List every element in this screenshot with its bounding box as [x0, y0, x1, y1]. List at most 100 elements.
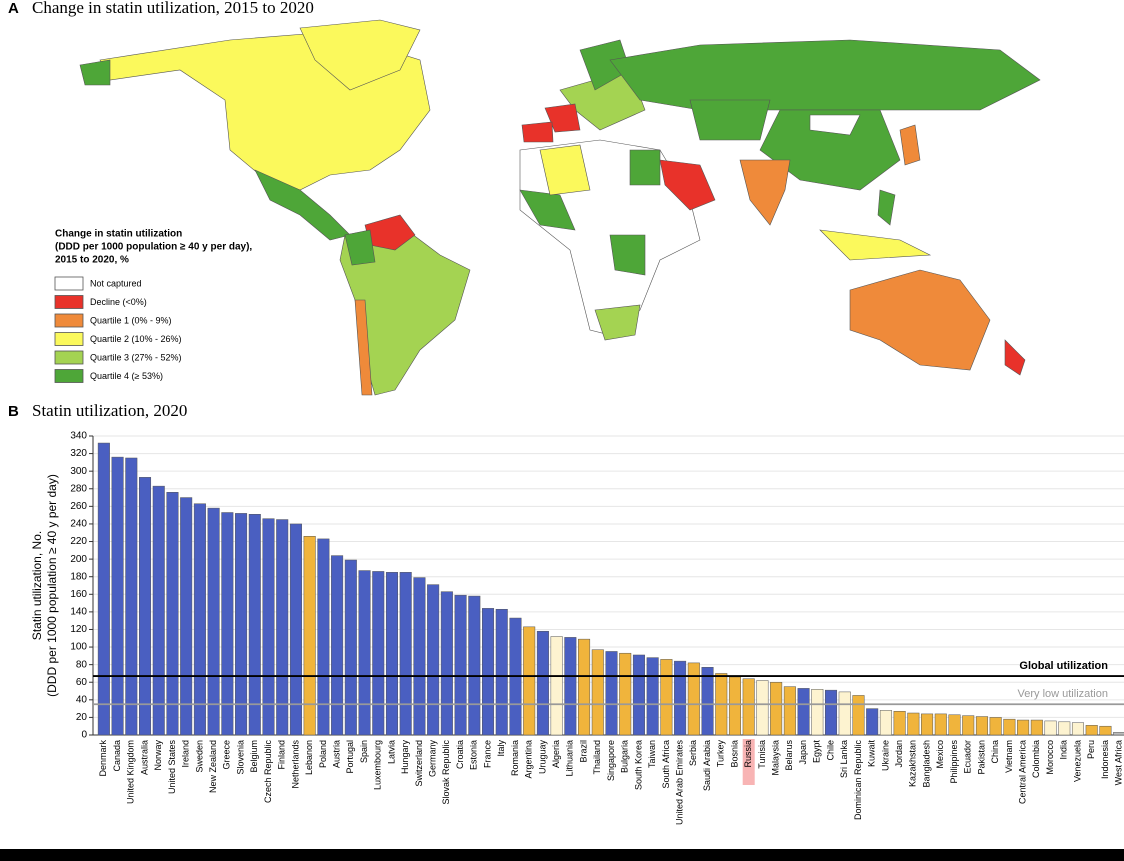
y-axis-label: Statin utilization, No. [30, 531, 44, 640]
bar [303, 536, 316, 736]
south-africa [594, 304, 641, 341]
south-america [339, 224, 471, 396]
x-tick-label: Sri Lanka [839, 740, 849, 778]
bar [852, 695, 865, 736]
panel-label: A [8, 0, 19, 17]
x-tick-label: Norway [153, 740, 163, 771]
y-tick-label: 80 [76, 659, 88, 670]
x-tick-label: Colombia [1031, 740, 1041, 778]
bar [180, 497, 193, 736]
west-africa [519, 189, 576, 231]
x-tick-label: Finland [277, 740, 287, 770]
bar [797, 688, 810, 736]
x-tick-label: Greece [222, 740, 232, 770]
x-tick-label: Malaysia [771, 740, 781, 776]
x-tick-label: Hungary [400, 740, 410, 775]
indonesia [819, 229, 932, 261]
x-tick-label: Mexico [935, 740, 945, 769]
bar [907, 712, 920, 736]
bar [331, 555, 344, 736]
x-tick-label: Czech Republic [263, 740, 273, 804]
bar [632, 654, 645, 736]
bar [221, 512, 234, 736]
bar [838, 691, 851, 736]
bar [358, 570, 371, 736]
australia [849, 269, 991, 371]
bar [934, 713, 947, 736]
bar [1044, 720, 1057, 736]
bar [125, 457, 138, 736]
spain [521, 121, 554, 143]
y-tick-label: 260 [70, 501, 87, 512]
bar [193, 503, 206, 736]
x-tick-label: Luxembourg [373, 740, 383, 790]
x-tick-label: Argentina [524, 740, 534, 779]
bar [111, 456, 124, 736]
saudi-arabia [659, 159, 716, 211]
x-tick-label: United Arab Emirates [674, 740, 684, 826]
bar [1030, 719, 1043, 736]
china [759, 109, 901, 191]
x-tick-label: Lithuania [565, 740, 575, 777]
legend-label: Quartile 1 (0% - 9%) [90, 315, 172, 325]
world-map [79, 19, 1041, 396]
legend-swatch [54, 332, 84, 346]
bar [701, 667, 714, 736]
bar [289, 523, 302, 736]
legend-title: (DDD per 1000 population ≥ 40 y per day)… [55, 242, 252, 253]
bottom-band [0, 849, 1124, 861]
bar [482, 608, 495, 736]
bar [495, 608, 508, 736]
bar [276, 519, 289, 736]
y-tick-label: 0 [81, 730, 87, 741]
x-tick-label: Philippines [949, 740, 959, 784]
y-tick-label: 100 [70, 642, 87, 653]
bar [660, 659, 673, 736]
x-tick-label: Estonia [469, 740, 479, 770]
x-tick-label: Canada [112, 740, 122, 772]
bar [139, 477, 152, 736]
panel-label: B [8, 403, 19, 420]
x-tick-label: Kazakhstan [908, 740, 918, 787]
legend-label: Quartile 3 (27% - 52%) [90, 352, 182, 362]
bar [427, 584, 440, 736]
x-tick-label: Brazil [578, 740, 588, 763]
legend-title: Change in statin utilization [55, 229, 182, 240]
bar [248, 514, 261, 736]
bar [1058, 721, 1071, 736]
y-tick-label: 220 [70, 536, 87, 547]
bar [879, 710, 892, 736]
bar [152, 485, 165, 736]
bar [468, 595, 481, 736]
central-america [254, 169, 351, 241]
x-tick-label: Japan [798, 740, 808, 765]
x-tick-label: Slovenia [235, 740, 245, 775]
y-tick-label: 200 [70, 554, 87, 565]
bar [385, 572, 398, 736]
bar [811, 689, 824, 736]
x-tick-label: India [1059, 740, 1069, 760]
bar [344, 559, 357, 736]
central-asia [689, 99, 771, 141]
x-tick-label: Thailand [592, 740, 602, 775]
x-tick-label: Slovak Republic [441, 740, 451, 805]
x-tick-label: United Kingdom [126, 740, 136, 804]
x-tick-label: Belarus [784, 740, 794, 771]
bar [440, 591, 453, 736]
bar [578, 638, 591, 736]
x-tick-label: Morocco [1045, 740, 1055, 775]
x-tick-label: Romania [510, 740, 520, 776]
x-tick-label: Egypt [812, 740, 822, 764]
bar [756, 680, 769, 736]
x-tick-label: Jordan [894, 740, 904, 768]
egypt [629, 149, 661, 186]
x-tick-label: Ecuador [963, 740, 973, 774]
x-tick-label: Russia [743, 740, 753, 768]
x-tick-label: Poland [318, 740, 328, 768]
y-tick-label: 160 [70, 589, 87, 600]
philippines [877, 189, 896, 226]
bar [235, 513, 248, 736]
panel-title: Statin utilization, 2020 [32, 401, 187, 420]
bar [962, 715, 975, 736]
